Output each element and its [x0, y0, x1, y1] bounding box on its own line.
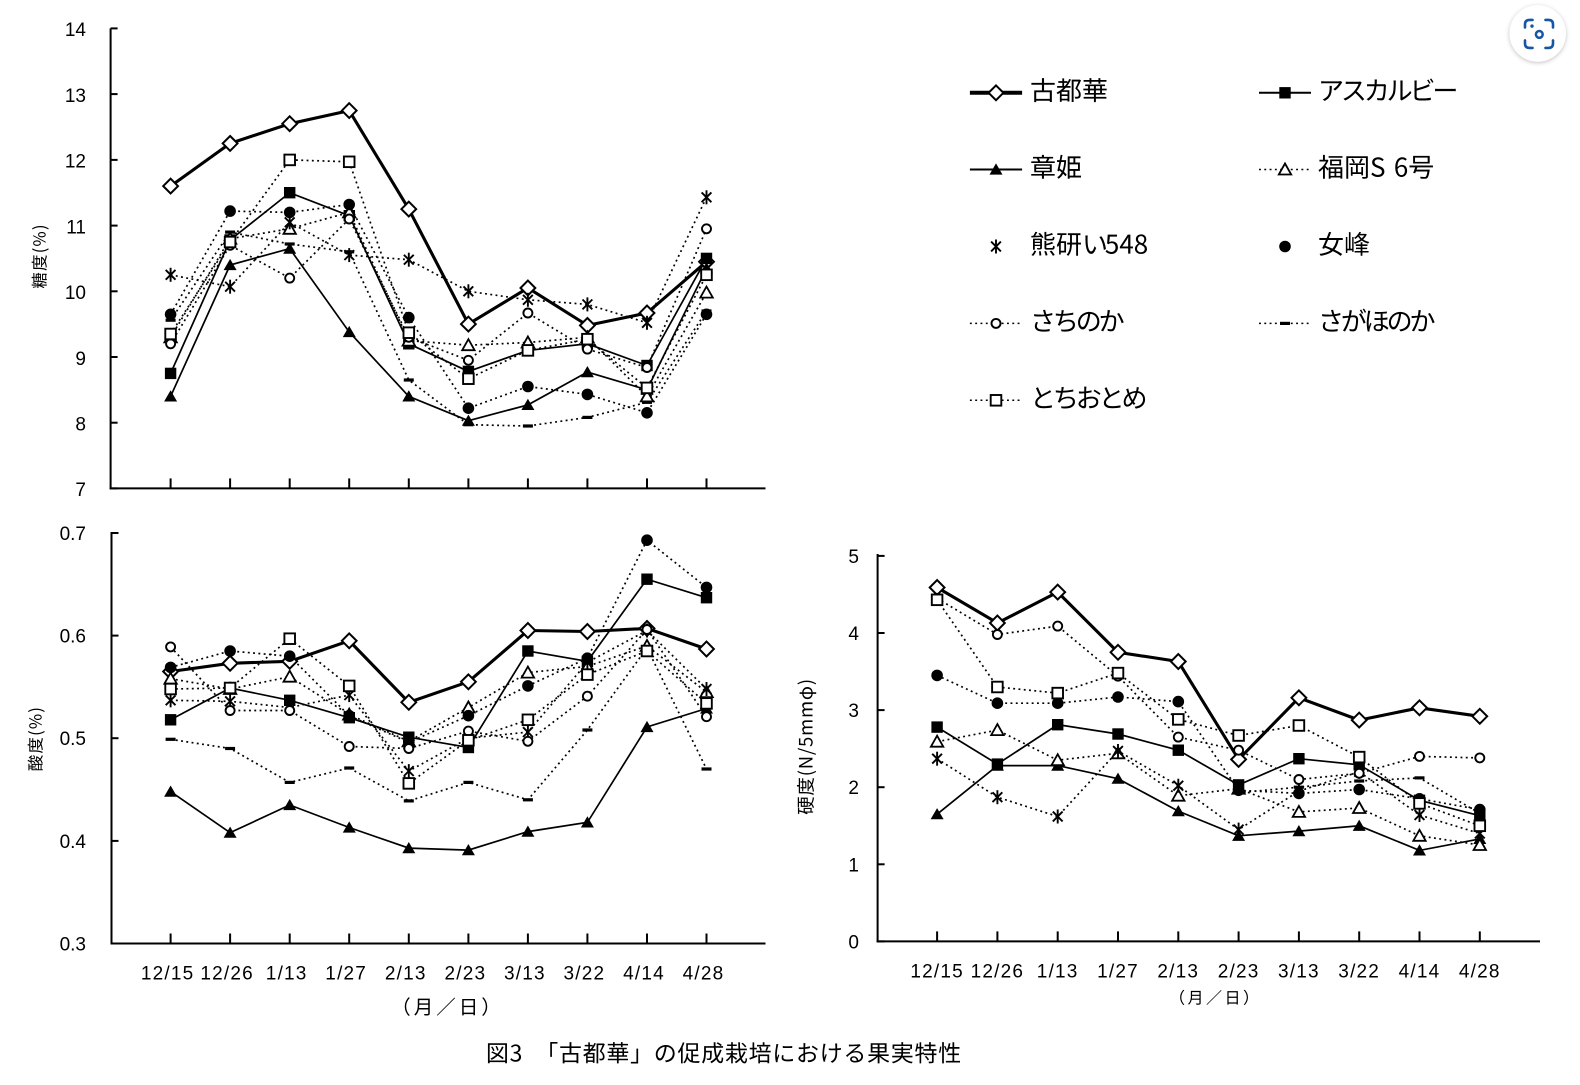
svg-text:0: 0	[848, 932, 859, 953]
svg-text:1: 1	[848, 855, 859, 876]
svg-text:3: 3	[848, 701, 859, 722]
svg-text:12/26: 12/26	[971, 962, 1025, 983]
svg-text:0.6: 0.6	[60, 627, 86, 648]
svg-text:12/15: 12/15	[910, 962, 964, 983]
svg-text:4/14: 4/14	[1399, 962, 1441, 983]
svg-text:10: 10	[65, 283, 86, 304]
svg-text:2/23: 2/23	[1218, 962, 1260, 983]
svg-text:2/13: 2/13	[385, 964, 427, 985]
svg-text:1/27: 1/27	[1097, 962, 1139, 983]
svg-text:4/28: 4/28	[1459, 962, 1501, 983]
svg-text:14: 14	[65, 20, 87, 41]
svg-text:12: 12	[65, 152, 86, 173]
svg-text:2/23: 2/23	[445, 964, 487, 985]
svg-text:1/13: 1/13	[1037, 962, 1079, 983]
svg-text:1/27: 1/27	[325, 964, 367, 985]
svg-text:9: 9	[75, 349, 86, 370]
svg-text:4: 4	[848, 624, 859, 645]
svg-text:0.5: 0.5	[60, 729, 86, 750]
svg-text:4/28: 4/28	[683, 964, 725, 985]
svg-text:0.4: 0.4	[60, 832, 87, 853]
svg-text:4/14: 4/14	[623, 964, 665, 985]
svg-text:11: 11	[66, 217, 86, 238]
svg-text:2: 2	[848, 778, 859, 799]
svg-text:13: 13	[65, 86, 86, 107]
svg-text:3/22: 3/22	[564, 964, 606, 985]
svg-text:12/15: 12/15	[141, 964, 195, 985]
svg-text:8: 8	[75, 415, 86, 436]
svg-text:3/13: 3/13	[504, 964, 546, 985]
svg-text:5: 5	[848, 547, 859, 568]
svg-text:3/13: 3/13	[1278, 962, 1320, 983]
svg-text:7: 7	[75, 480, 86, 501]
svg-text:12/26: 12/26	[200, 964, 254, 985]
svg-text:0.7: 0.7	[60, 524, 86, 545]
svg-text:2/13: 2/13	[1157, 962, 1199, 983]
svg-text:0.3: 0.3	[60, 935, 86, 956]
svg-text:3/22: 3/22	[1338, 962, 1380, 983]
svg-text:1/13: 1/13	[266, 964, 308, 985]
